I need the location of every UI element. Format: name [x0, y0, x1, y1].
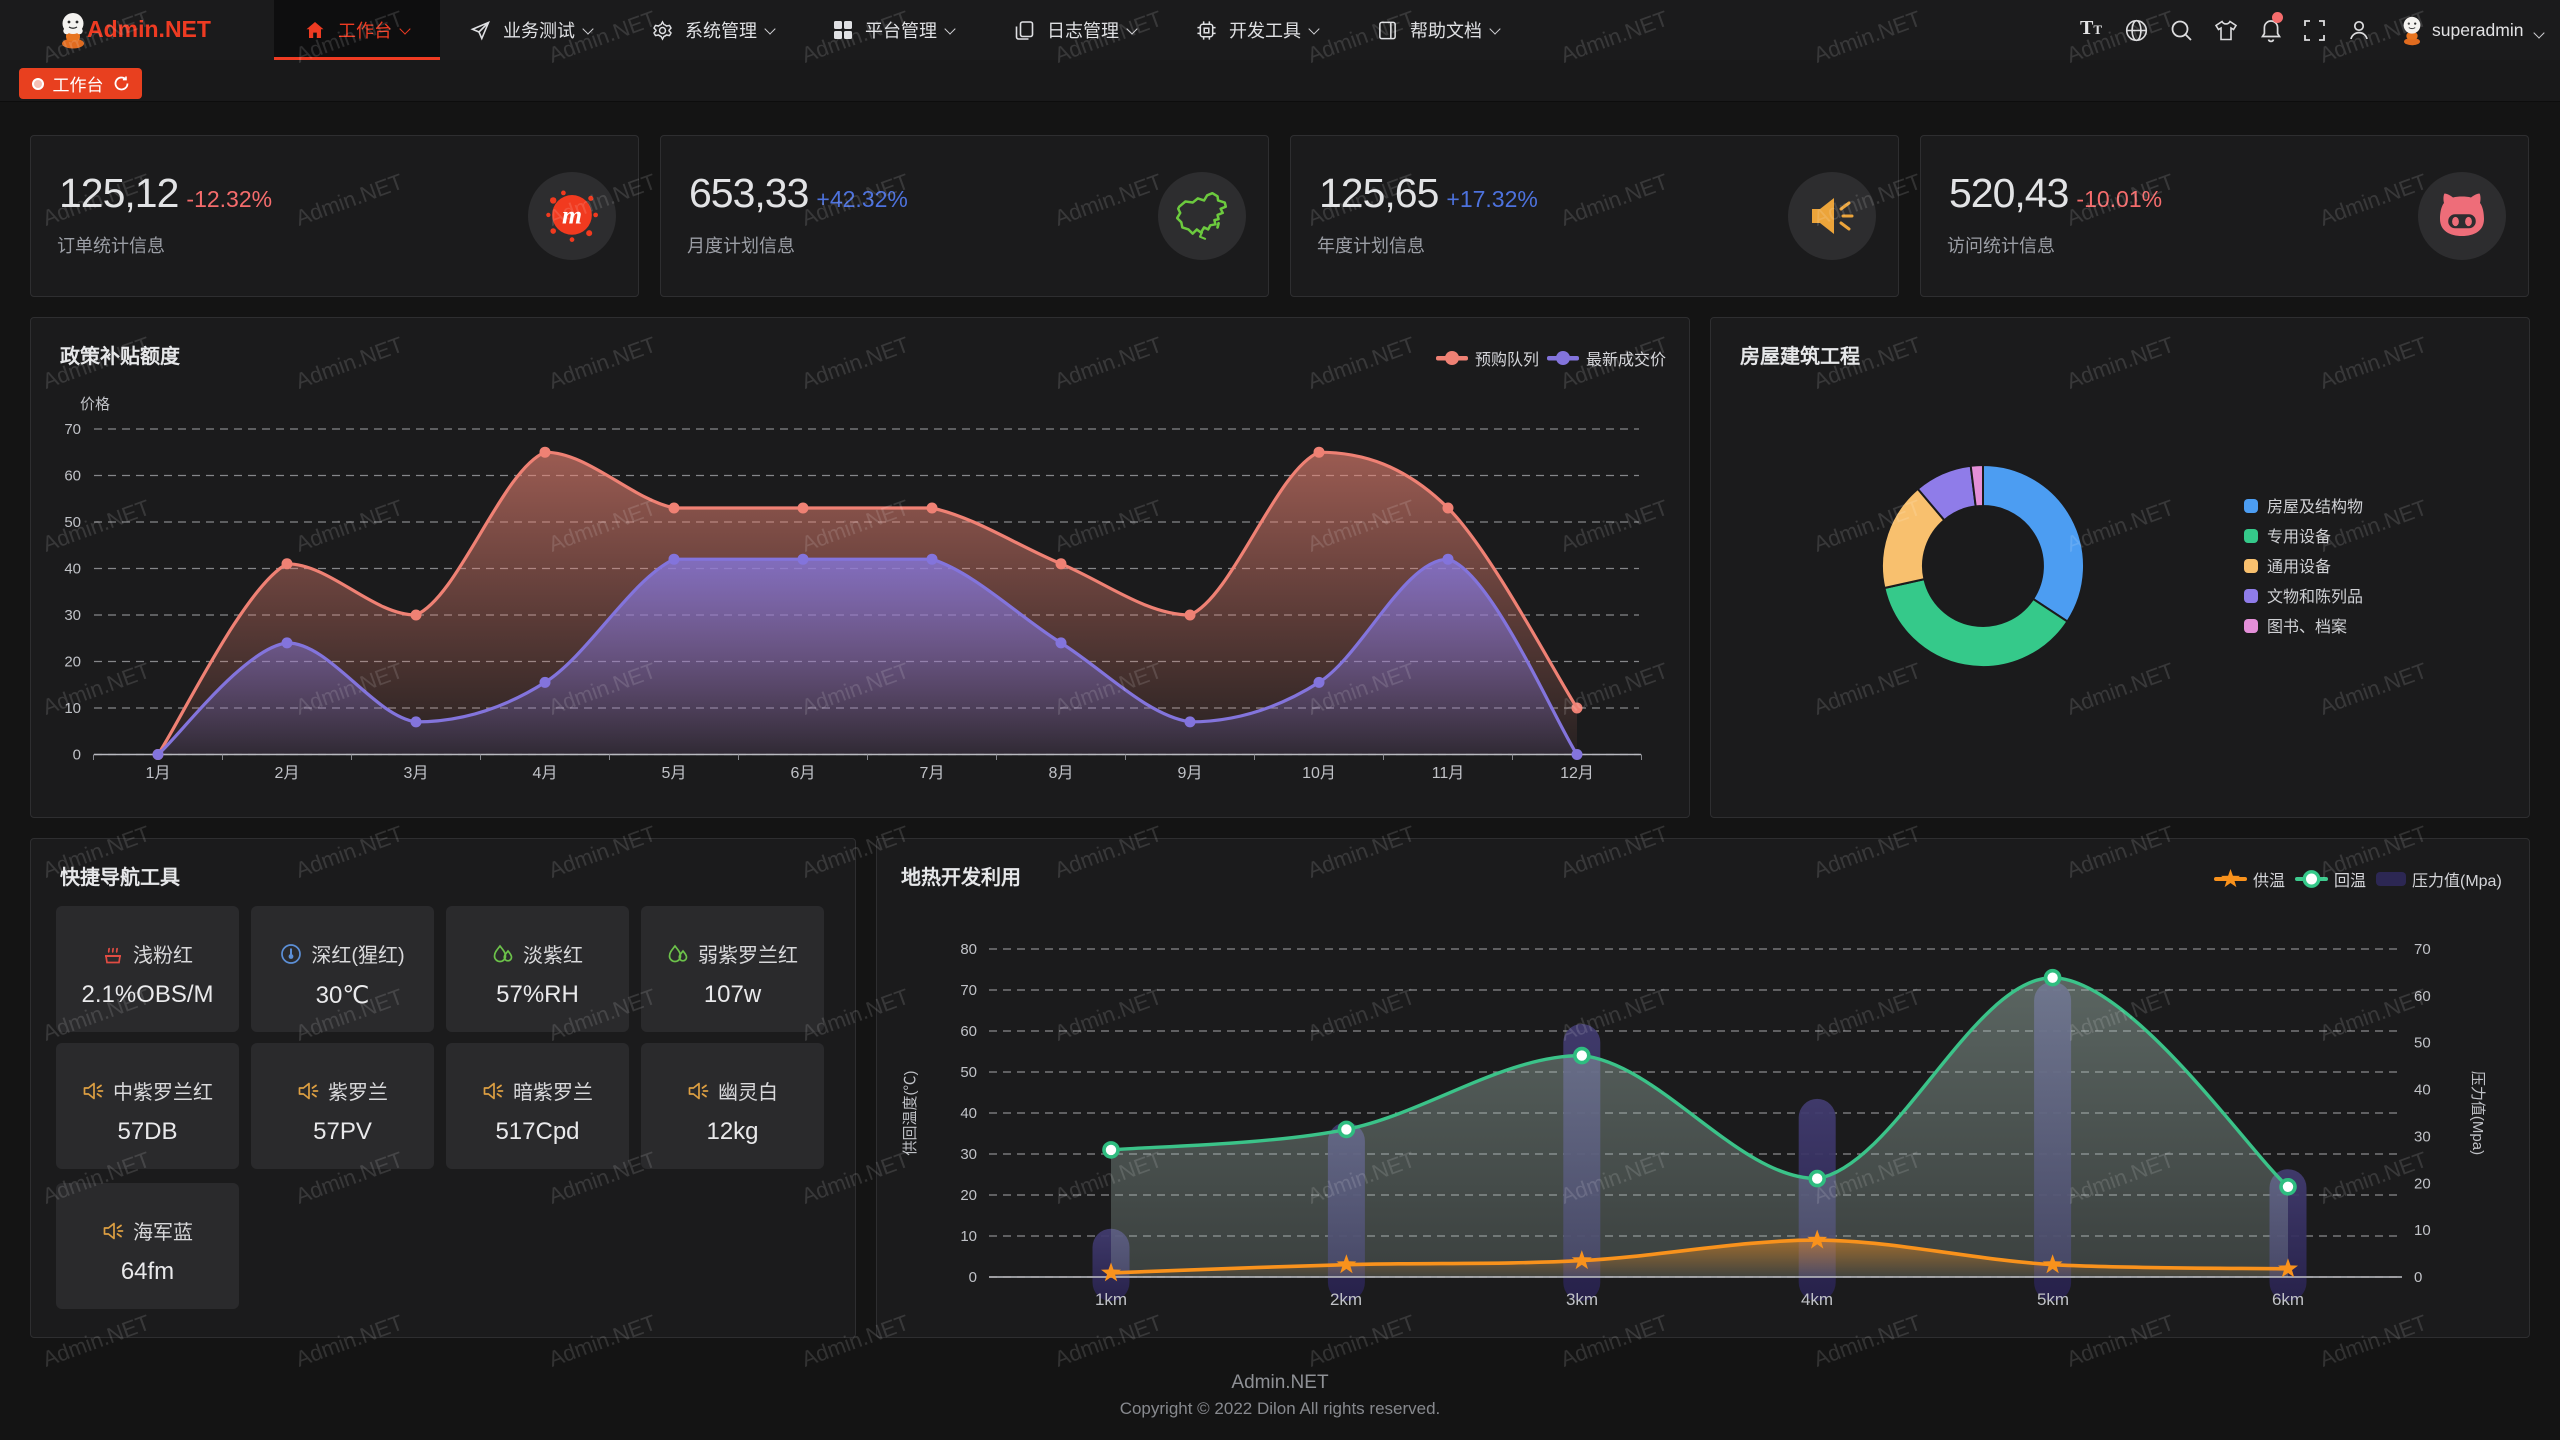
svg-text:20: 20	[960, 1187, 977, 1204]
svg-text:4km: 4km	[1801, 1290, 1833, 1309]
svg-text:图书、档案: 图书、档案	[2267, 618, 2347, 636]
svg-text:8月: 8月	[1049, 765, 1074, 782]
svg-text:3月: 3月	[404, 765, 429, 782]
svg-text:7月: 7月	[920, 765, 945, 782]
svg-text:50: 50	[64, 514, 81, 531]
svg-text:60: 60	[2414, 988, 2431, 1005]
svg-text:10月: 10月	[1302, 765, 1336, 782]
svg-text:70: 70	[960, 982, 977, 999]
svg-text:10: 10	[2414, 1222, 2431, 1239]
svg-text:1月: 1月	[146, 765, 171, 782]
svg-text:文物和陈列品: 文物和陈列品	[2267, 588, 2363, 606]
svg-text:10: 10	[960, 1228, 977, 1245]
svg-text:0: 0	[2414, 1269, 2422, 1286]
svg-text:10: 10	[64, 700, 81, 717]
svg-text:40: 40	[64, 561, 81, 578]
svg-text:60: 60	[64, 468, 81, 485]
svg-text:30: 30	[64, 607, 81, 624]
svg-text:30: 30	[2414, 1128, 2431, 1145]
svg-text:9月: 9月	[1178, 765, 1203, 782]
svg-text:3km: 3km	[1566, 1290, 1598, 1309]
svg-text:20: 20	[2414, 1175, 2431, 1192]
svg-text:50: 50	[960, 1064, 977, 1081]
svg-text:m: m	[562, 201, 582, 230]
svg-text:压力值(Mpa): 压力值(Mpa)	[2469, 1071, 2486, 1155]
svg-text:供回温度(℃): 供回温度(℃)	[902, 1071, 919, 1156]
svg-text:5月: 5月	[662, 765, 687, 782]
svg-text:11月: 11月	[1432, 765, 1465, 782]
svg-text:6月: 6月	[791, 765, 816, 782]
svg-text:70: 70	[64, 421, 81, 438]
svg-text:30: 30	[960, 1146, 977, 1163]
svg-text:通用设备: 通用设备	[2267, 558, 2331, 576]
svg-text:0: 0	[969, 1269, 977, 1286]
svg-text:20: 20	[64, 654, 81, 671]
svg-text:0: 0	[73, 747, 81, 764]
svg-text:60: 60	[960, 1023, 977, 1040]
svg-text:2km: 2km	[1330, 1290, 1362, 1309]
svg-text:4月: 4月	[533, 765, 558, 782]
svg-text:专用设备: 专用设备	[2267, 528, 2331, 546]
svg-text:1km: 1km	[1095, 1290, 1127, 1309]
svg-text:5km: 5km	[2037, 1290, 2069, 1309]
svg-text:50: 50	[2414, 1035, 2431, 1052]
svg-text:2月: 2月	[275, 765, 300, 782]
svg-text:12月: 12月	[1560, 765, 1594, 782]
svg-text:6km: 6km	[2272, 1290, 2304, 1309]
svg-text:70: 70	[2414, 941, 2431, 958]
svg-text:价格: 价格	[80, 396, 110, 413]
svg-text:房屋及结构物: 房屋及结构物	[2267, 498, 2363, 516]
svg-text:40: 40	[960, 1105, 977, 1122]
svg-text:40: 40	[2414, 1082, 2431, 1099]
svg-text:80: 80	[960, 941, 977, 958]
